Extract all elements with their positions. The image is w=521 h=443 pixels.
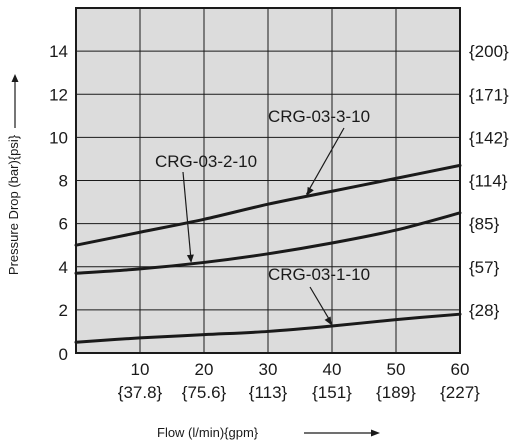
x-tick-label: 20 <box>195 360 214 379</box>
y-tick-label-psi: {114} <box>469 172 508 191</box>
grid-lines <box>76 8 460 353</box>
y-tick-label-psi: {85} <box>469 215 500 234</box>
x-tick-label: 50 <box>387 360 406 379</box>
y-tick-label: 6 <box>59 215 68 234</box>
x-tick-label-gpm: {113} <box>249 383 288 402</box>
x-tick-label: 40 <box>323 360 342 379</box>
series-line-CRG-03-1-10 <box>74 312 462 344</box>
y-tick-label: 12 <box>49 85 68 104</box>
leader-line-CRG-03-2-10 <box>182 171 192 262</box>
leader-line-CRG-03-3-10 <box>305 127 345 195</box>
x-axis-title: Flow (l/min){gpm} <box>157 425 259 440</box>
series-line-CRG-03-3-10 <box>74 163 462 247</box>
y-tick-label-psi: {171} <box>469 85 509 104</box>
x-tick-label: 10 <box>131 360 150 379</box>
x-tick-label-gpm: {75.6} <box>182 383 227 402</box>
series-label-CRG-03-2-10: CRG-03-2-10 <box>155 152 257 171</box>
tick-labels: 2 {28} 4 {57} 6 {85} 8 {114} 10 {142} 12 {171} 14 {20… <box>49 42 509 402</box>
x-tick-label-gpm: {37.8} <box>118 383 163 402</box>
y-tick-label-psi: {200} <box>469 42 509 61</box>
y-tick-label-psi: {57} <box>469 258 500 277</box>
series-leaders <box>182 127 345 326</box>
y-tick-label: 14 <box>49 42 68 61</box>
series-label-CRG-03-3-10: CRG-03-3-10 <box>268 107 370 126</box>
series-line-CRG-03-2-10 <box>74 211 462 275</box>
origin-tick-label: 0 <box>59 345 68 364</box>
y-tick-label: 8 <box>59 172 68 191</box>
y-tick-label: 10 <box>49 128 68 147</box>
y-tick-label: 2 <box>59 301 68 320</box>
x-tick-label: 30 <box>259 360 278 379</box>
y-tick-label-psi: {142} <box>469 128 509 147</box>
y-axis-title: Pressure Drop (bar){psi} <box>6 134 21 275</box>
x-tick-label: 60 <box>451 360 470 379</box>
y-tick-label-psi: {28} <box>469 301 500 320</box>
leader-arrowhead-CRG-03-2-10 <box>186 254 194 263</box>
x-axis-title-arrowhead <box>371 429 380 437</box>
leader-arrowhead-CRG-03-1-10 <box>324 316 332 326</box>
series-labels: CRG-03-1-10 CRG-03-2-10 CRG-03-3-10 <box>155 107 370 284</box>
x-tick-label-gpm: {227} <box>440 383 480 402</box>
x-tick-label-gpm: {189} <box>376 383 416 402</box>
leader-arrowhead-CRG-03-3-10 <box>306 186 314 196</box>
series-lines <box>74 163 462 344</box>
y-axis-title-arrowhead <box>11 74 19 82</box>
series-label-CRG-03-1-10: CRG-03-1-10 <box>268 265 370 284</box>
y-tick-label: 4 <box>59 258 68 277</box>
x-tick-label-gpm: {151} <box>312 383 352 402</box>
